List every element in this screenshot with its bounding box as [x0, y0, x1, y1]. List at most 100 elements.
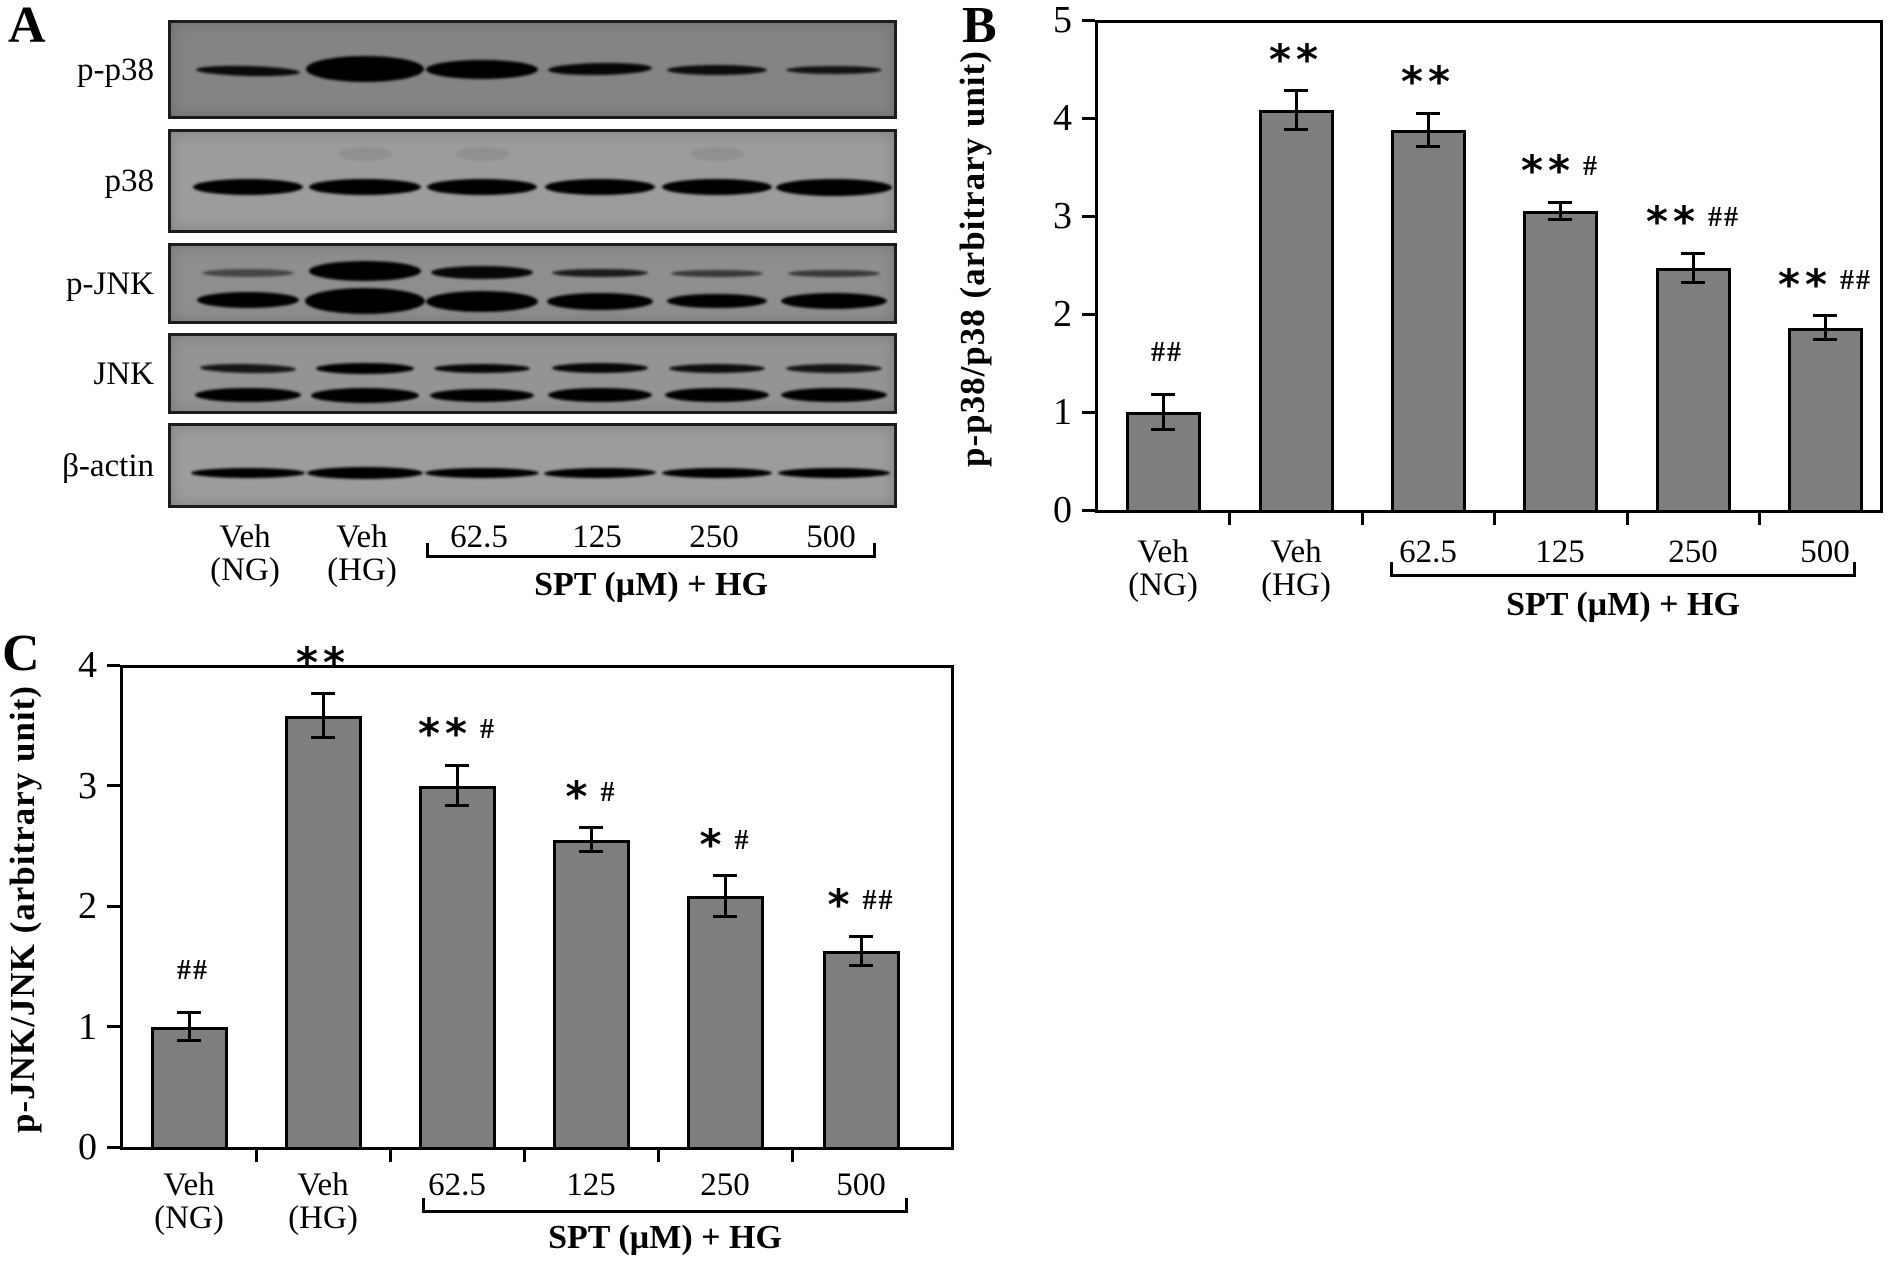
error-bar — [455, 765, 459, 806]
y-tick-label: 3 — [1053, 195, 1072, 237]
panel-letter-b: B — [962, 0, 997, 54]
bar-62.5 — [418, 785, 496, 1147]
blot-band — [316, 362, 414, 374]
x-axis-tick — [1360, 510, 1364, 525]
error-bar-cap — [1813, 314, 1837, 318]
blot-band — [426, 59, 538, 79]
error-bar-cap — [445, 763, 469, 767]
x-axis-tick — [522, 1147, 526, 1162]
blot-row-label-p38: p38 — [104, 163, 155, 199]
significance-label: * ## — [761, 880, 961, 930]
hash-marks: ## — [1151, 337, 1183, 369]
error-bar-cap — [1284, 89, 1308, 93]
blot-band — [307, 467, 423, 479]
blot-band — [689, 147, 745, 161]
blot-band — [427, 179, 537, 195]
lane-label: (HG) — [327, 552, 397, 588]
blot-band — [431, 265, 533, 279]
error-bar-cap — [1681, 251, 1705, 255]
treatment-bracket — [426, 543, 876, 558]
blot-strip-p-JNK — [168, 243, 897, 324]
hash-marks: # — [734, 824, 751, 856]
error-bar-cap — [1416, 144, 1440, 148]
lane-label: Veh — [336, 519, 388, 555]
bar-250 — [686, 896, 764, 1147]
blot-band — [195, 388, 301, 402]
x-axis-tick — [1492, 510, 1496, 525]
significance-label: ** — [223, 638, 423, 688]
error-bar — [589, 827, 593, 852]
blot-band — [776, 178, 892, 196]
treatment-bracket — [1390, 562, 1856, 577]
y-axis-tick — [1082, 214, 1095, 218]
blot-strip-JNK — [168, 333, 897, 414]
x-axis-tick — [388, 1147, 392, 1162]
y-axis-tick — [107, 1145, 120, 1149]
panel-b-y-axis-label: p-p38/p38 (arbitrary unit) — [953, 50, 992, 468]
lane-label: Veh — [219, 519, 271, 555]
x-axis-tick — [656, 1147, 660, 1162]
x-tick-label: (HG) — [1261, 567, 1331, 603]
blot-band — [786, 363, 882, 373]
treatment-group-label: SPT (µM) + HG — [534, 566, 768, 603]
blot-band — [547, 292, 653, 310]
error-bar-cap — [1151, 392, 1175, 396]
bar-Veh(NG) — [150, 1026, 228, 1147]
error-bar — [321, 693, 325, 738]
x-tick-label: Veh — [163, 1167, 215, 1203]
blot-band — [309, 261, 421, 281]
panel-letter-c: C — [2, 625, 40, 682]
significance-label: ## — [1063, 337, 1263, 388]
error-bar-cap — [713, 874, 737, 878]
blot-band — [778, 468, 890, 478]
y-tick-label: 4 — [78, 644, 97, 686]
x-tick-label: (HG) — [288, 1200, 358, 1236]
error-bar-cap — [1284, 128, 1308, 132]
x-axis-tick — [1757, 510, 1761, 525]
y-tick-label: 0 — [78, 1126, 97, 1168]
bar-Veh(HG) — [1258, 110, 1334, 510]
y-axis-tick — [107, 904, 120, 908]
blot-strip-p38 — [168, 129, 897, 233]
hash-marks: # — [1582, 151, 1599, 183]
significance-label: ** ## — [1593, 197, 1793, 247]
significance-label: ** # — [357, 709, 557, 759]
blot-band — [337, 147, 393, 161]
error-bar — [723, 875, 727, 917]
blot-band — [197, 292, 299, 308]
error-bar — [1426, 113, 1430, 147]
asterisk-marks: ** — [1401, 57, 1455, 107]
y-tick-label: 0 — [1053, 489, 1072, 531]
hash-marks: # — [600, 776, 617, 808]
blot-band — [199, 362, 297, 374]
bar-Veh(HG) — [284, 715, 362, 1147]
blot-band — [191, 468, 305, 478]
panel-letter-a: A — [8, 0, 46, 54]
blot-row-label-p-JNK: p-JNK — [66, 265, 154, 302]
blot-band — [548, 388, 652, 402]
x-tick-label: Veh — [1270, 534, 1322, 570]
blot-band — [193, 179, 303, 195]
plot-frame-B — [1095, 20, 1883, 513]
blot-band — [781, 293, 887, 309]
blot-row-label-p-p38: p-p38 — [77, 51, 154, 88]
hash-marks: ## — [1839, 264, 1872, 296]
asterisk-marks: * — [699, 819, 727, 869]
x-axis-tick — [1227, 510, 1231, 525]
x-tick-label: 500 — [836, 1167, 886, 1203]
y-axis-tick — [107, 784, 120, 787]
blot-band — [434, 363, 530, 373]
error-bar — [1691, 253, 1695, 283]
error-bar — [1823, 315, 1827, 340]
y-tick-label: 1 — [78, 1005, 97, 1048]
error-bar-cap — [1548, 218, 1572, 222]
error-bar — [187, 1012, 191, 1041]
blot-band — [781, 388, 887, 402]
lane-label: 125 — [572, 519, 622, 555]
significance-label: ** # — [1460, 146, 1660, 196]
blot-band — [786, 66, 882, 74]
error-bar-cap — [177, 1039, 201, 1043]
bar-500 — [822, 950, 900, 1147]
blot-band — [788, 269, 880, 277]
